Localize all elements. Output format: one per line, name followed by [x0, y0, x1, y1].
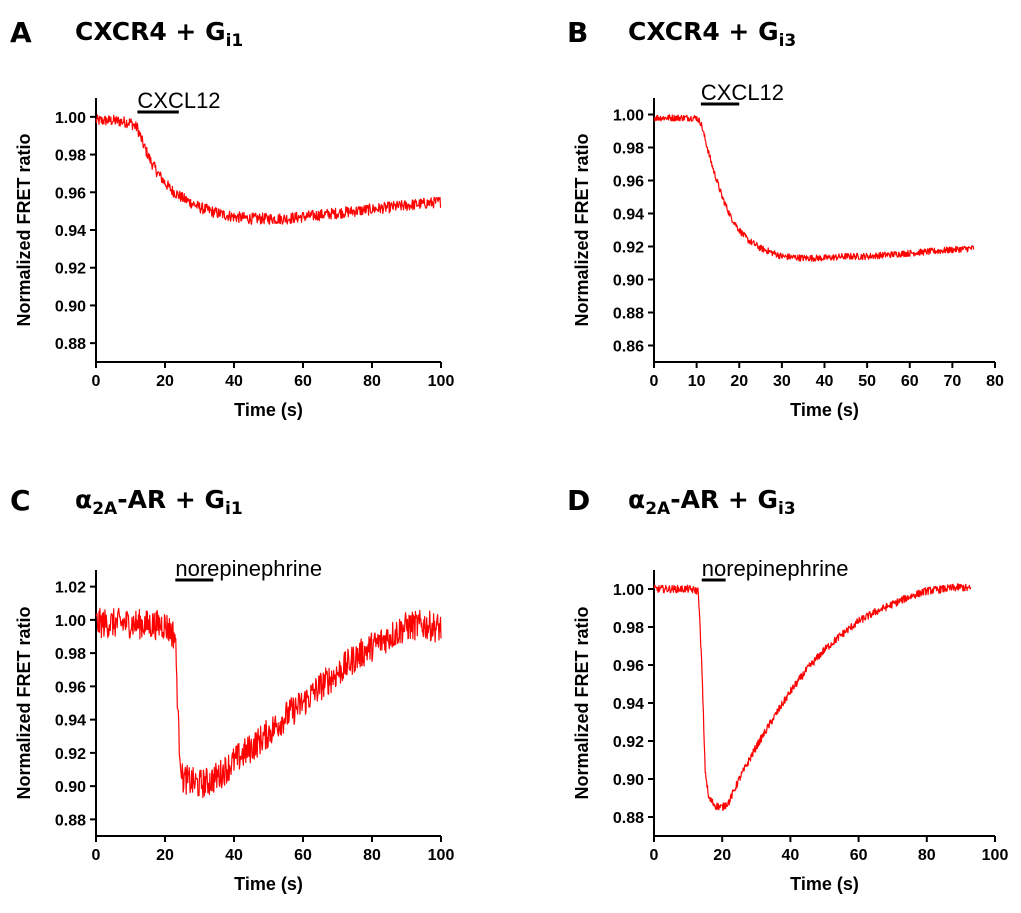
- x-tick-label: 0: [650, 373, 659, 390]
- x-axis-label: Time (s): [790, 400, 859, 420]
- fret-trace: [653, 582, 972, 812]
- x-tick-label: 40: [782, 847, 800, 864]
- y-tick-label: 0.96: [55, 679, 86, 696]
- panel-b: B CXCR4 + Gi3 0 10 20 30 40 50 60 70 80 0.86 0.88 0.9…: [567, 16, 1004, 420]
- panel-letter: D: [567, 484, 590, 517]
- panel-title: CXCR4 + Gi1: [75, 17, 243, 51]
- panel-title: α2A-AR + Gi3: [628, 485, 796, 519]
- x-tick-label: 60: [901, 373, 919, 390]
- y-tick-label: 0.92: [613, 240, 644, 257]
- y-tick-label: 0.90: [55, 298, 86, 315]
- panel-a: A CXCR4 + Gi1 0 20 40 60 80 100 0.88 0.90 0.92 0.94…: [10, 16, 454, 420]
- fret-trace: [95, 607, 442, 799]
- y-tick-label: 1.00: [55, 613, 86, 630]
- y-tick-label: 0.94: [613, 696, 644, 713]
- stimulus-label: norepinephrine: [702, 556, 849, 581]
- panel-letter: A: [10, 16, 32, 49]
- x-tick-label: 70: [943, 373, 961, 390]
- y-tick-label: 1.00: [613, 108, 644, 125]
- x-axis-label: Time (s): [234, 400, 303, 420]
- y-tick-label: 0.94: [55, 713, 86, 730]
- y-tick-label: 0.98: [613, 620, 644, 637]
- y-tick-label: 0.90: [55, 779, 86, 796]
- x-tick-label: 80: [363, 847, 381, 864]
- panel-title: α2A-AR + Gi1: [75, 485, 243, 519]
- x-tick-label: 80: [986, 373, 1004, 390]
- y-tick-label: 0.94: [55, 223, 86, 240]
- y-tick-label: 0.94: [613, 207, 644, 224]
- y-tick-label: 0.98: [55, 646, 86, 663]
- y-tick-label: 0.88: [613, 306, 644, 323]
- x-tick-label: 80: [363, 373, 381, 390]
- y-tick-label: 0.88: [55, 812, 86, 829]
- x-tick-label: 20: [713, 847, 731, 864]
- y-tick-label: 0.86: [613, 339, 644, 356]
- y-tick-label: 0.90: [613, 273, 644, 290]
- y-tick-label: 1.02: [55, 580, 86, 597]
- y-axis-label: Normalized FRET ratio: [572, 133, 592, 326]
- x-tick-label: 20: [156, 847, 174, 864]
- stimulus-label: CXCL12: [137, 88, 220, 113]
- x-tick-label: 60: [850, 847, 868, 864]
- stimulus-label: CXCL12: [701, 80, 784, 105]
- y-tick-label: 0.88: [55, 336, 86, 353]
- panel-letter: C: [10, 484, 31, 517]
- x-tick-label: 60: [294, 373, 312, 390]
- x-tick-label: 60: [294, 847, 312, 864]
- x-tick-label: 30: [773, 373, 791, 390]
- y-tick-label: 1.00: [613, 582, 644, 599]
- x-tick-label: 0: [650, 847, 659, 864]
- y-axis-label: Normalized FRET ratio: [14, 133, 34, 326]
- x-tick-label: 100: [982, 847, 1009, 864]
- y-tick-label: 1.00: [55, 110, 86, 127]
- x-tick-label: 40: [225, 373, 243, 390]
- x-axis-label: Time (s): [234, 874, 303, 894]
- x-axis-label: Time (s): [790, 874, 859, 894]
- fret-trace: [653, 114, 975, 262]
- y-tick-label: 0.96: [55, 185, 86, 202]
- y-tick-label: 0.92: [55, 746, 86, 763]
- panel-letter: B: [567, 16, 588, 49]
- x-tick-label: 40: [816, 373, 834, 390]
- y-tick-label: 0.98: [613, 141, 644, 158]
- y-tick-label: 0.96: [613, 174, 644, 191]
- x-tick-label: 0: [92, 847, 101, 864]
- panel-title: CXCR4 + Gi3: [628, 17, 796, 51]
- x-tick-label: 10: [688, 373, 706, 390]
- x-tick-label: 50: [858, 373, 876, 390]
- y-tick-label: 0.96: [613, 658, 644, 675]
- x-tick-label: 100: [428, 847, 455, 864]
- x-tick-label: 20: [730, 373, 748, 390]
- y-tick-label: 0.88: [613, 810, 644, 827]
- x-tick-label: 20: [156, 373, 174, 390]
- y-tick-label: 0.90: [613, 772, 644, 789]
- fret-trace: [95, 114, 442, 225]
- stimulus-label: norepinephrine: [175, 556, 322, 581]
- y-tick-label: 0.92: [55, 261, 86, 278]
- x-tick-label: 40: [225, 847, 243, 864]
- x-tick-label: 80: [918, 847, 936, 864]
- x-tick-label: 0: [92, 373, 101, 390]
- y-tick-label: 0.92: [613, 734, 644, 751]
- x-tick-label: 100: [428, 373, 455, 390]
- y-tick-label: 0.98: [55, 148, 86, 165]
- y-axis-label: Normalized FRET ratio: [14, 606, 34, 799]
- y-axis-label: Normalized FRET ratio: [572, 606, 592, 799]
